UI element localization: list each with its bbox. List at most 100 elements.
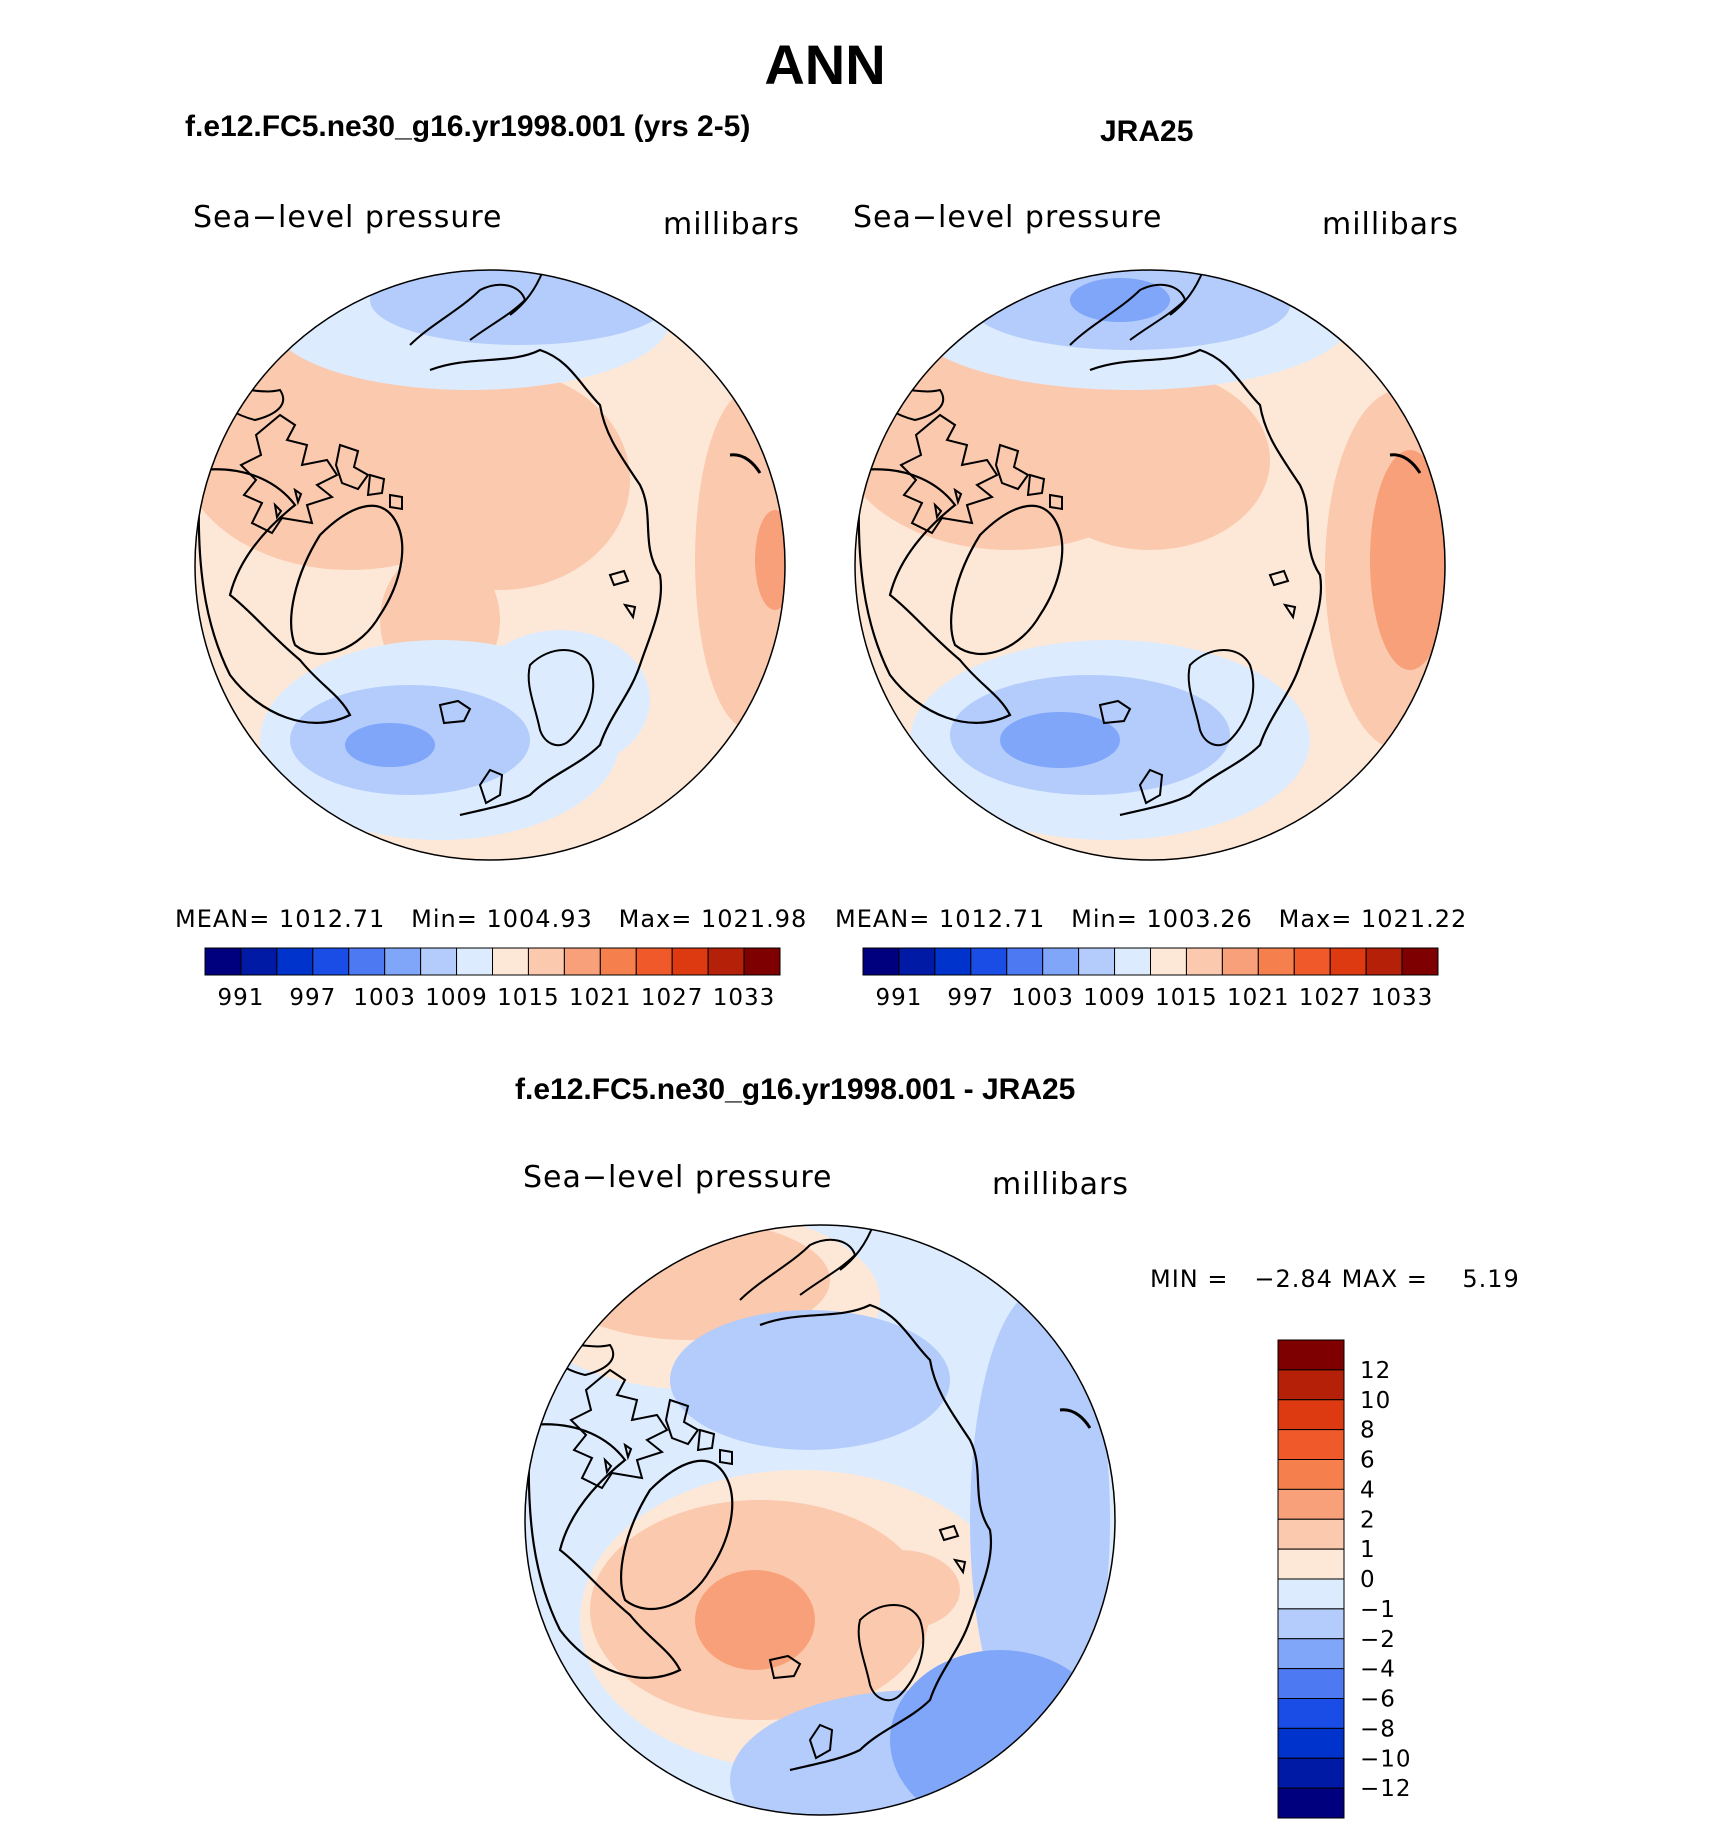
diff-colorbar-tick-label: −10 [1360, 1746, 1412, 1772]
obs-stats: MEAN= 1012.71 Min= 1003.26 Max= 1021.22 [835, 905, 1467, 933]
model-colorbar-tick-label: 1027 [641, 985, 704, 1011]
model-colorbar-tick-label: 991 [217, 985, 264, 1011]
diff-max-value: 5.19 [1462, 1265, 1520, 1293]
diff-colorbar-tick-label: −4 [1360, 1657, 1396, 1683]
obs-colorbar: 991 997 1003 1009 1015 1021 1027 1033 [862, 947, 1439, 1011]
diff-colorbar-tick-label: 2 [1360, 1507, 1376, 1533]
diff-colorbar-swatch [1277, 1339, 1345, 1371]
diff-colorbar-tick-label: 10 [1360, 1388, 1391, 1414]
model-variable-label: Sea−level pressure [193, 200, 503, 235]
model-colorbar-tick-label: 1033 [713, 985, 776, 1011]
diff-colorbar-tick-label: 12 [1360, 1358, 1391, 1384]
model-colorbar-tick-label: 1009 [425, 985, 488, 1011]
obs-colorbar-swatch [898, 947, 936, 976]
obs-colorbar-swatch [970, 947, 1008, 976]
obs-variable-label: Sea−level pressure [853, 200, 1163, 235]
diff-colorbar-swatch [1277, 1429, 1345, 1460]
model-colorbar-swatch [420, 947, 458, 976]
diff-colorbar-tick-label: 1 [1360, 1537, 1376, 1563]
model-max-value: 1021.98 [701, 905, 808, 933]
model-colorbar-swatch [527, 947, 565, 976]
obs-colorbar-tick-label: 1003 [1011, 985, 1074, 1011]
obs-min-label: Min= [1071, 905, 1138, 933]
diff-colorbar-tick-label: −1 [1360, 1597, 1396, 1623]
model-colorbar-swatch [312, 947, 350, 976]
obs-panel-heading: JRA25 [1100, 115, 1194, 148]
diff-colorbar-swatch [1277, 1608, 1345, 1640]
obs-colorbar-swatch [862, 947, 900, 976]
diff-colorbar-swatch [1277, 1787, 1345, 1819]
obs-colorbar-swatch [1365, 947, 1403, 976]
model-colorbar-swatch [635, 947, 673, 976]
diff-stats: MIN = −2.84 MAX = 5.19 [1150, 1265, 1520, 1293]
obs-colorbar-tick-label: 1027 [1299, 985, 1362, 1011]
diff-min-value: −2.84 [1254, 1265, 1333, 1293]
model-colorbar-tick-label: 1003 [353, 985, 416, 1011]
model-colorbar: 991 997 1003 1009 1015 1021 1027 1033 [204, 947, 781, 1011]
diff-colorbar-swatch [1277, 1638, 1345, 1670]
obs-colorbar-swatch [1329, 947, 1367, 976]
diff-colorbar-swatch [1277, 1518, 1345, 1550]
model-min-value: 1004.93 [486, 905, 593, 933]
model-colorbar-swatch [348, 947, 386, 976]
diff-colorbar-tick-label: −8 [1360, 1716, 1396, 1742]
diff-map [524, 1224, 1116, 1816]
diff-max-label: MAX = [1341, 1265, 1428, 1293]
diff-colorbar-swatch [1277, 1548, 1345, 1580]
diff-colorbar-swatch [1277, 1698, 1345, 1729]
obs-colorbar-swatch [1006, 947, 1044, 976]
obs-colorbar-tick-label: 991 [875, 985, 922, 1011]
model-colorbar-swatch [240, 947, 278, 976]
obs-colorbar-swatch [1150, 947, 1187, 976]
model-min-label: Min= [411, 905, 478, 933]
obs-map [854, 269, 1446, 861]
obs-colorbar-tick-label: 1033 [1371, 985, 1434, 1011]
model-mean-value: 1012.71 [279, 905, 386, 933]
obs-colorbar-tick-label: 1015 [1155, 985, 1218, 1011]
obs-units-label: millibars [1322, 207, 1459, 242]
model-colorbar-tick-label: 1021 [569, 985, 632, 1011]
diff-min-label: MIN = [1150, 1265, 1229, 1293]
diff-colorbar-tick-label: 4 [1360, 1477, 1376, 1503]
model-colorbar-swatch [456, 947, 493, 976]
obs-colorbar-swatch [1042, 947, 1080, 976]
model-units-label: millibars [663, 207, 800, 242]
model-max-label: Max= [618, 905, 693, 933]
model-colorbar-swatch [204, 947, 242, 976]
diff-variable-label: Sea−level pressure [523, 1160, 833, 1195]
model-colorbar-swatch [492, 947, 529, 976]
diff-units-label: millibars [992, 1167, 1129, 1202]
model-map [194, 269, 786, 861]
figure-title: ANN [764, 33, 886, 96]
model-colorbar-tick-label: 997 [289, 985, 336, 1011]
model-mean-label: MEAN= [175, 905, 271, 933]
obs-colorbar-tick-label: 1009 [1083, 985, 1146, 1011]
obs-colorbar-tick-label: 997 [947, 985, 994, 1011]
obs-colorbar-swatch [1293, 947, 1331, 976]
obs-colorbar-swatch [1078, 947, 1116, 976]
diff-colorbar-swatch [1277, 1668, 1345, 1699]
diff-colorbar-swatch [1277, 1459, 1345, 1490]
diff-colorbar-tick-label: −12 [1360, 1776, 1412, 1802]
diff-panel-heading: f.e12.FC5.ne30_g16.yr1998.001 - JRA25 [515, 1073, 1076, 1106]
model-colorbar-swatch [384, 947, 422, 976]
obs-max-label: Max= [1278, 905, 1353, 933]
obs-colorbar-swatch [1221, 947, 1259, 976]
diff-colorbar-swatch [1277, 1757, 1345, 1789]
diff-colorbar-tick-label: 0 [1360, 1567, 1376, 1593]
diff-colorbar-swatch [1277, 1399, 1345, 1431]
obs-mean-label: MEAN= [835, 905, 931, 933]
obs-colorbar-swatch [1114, 947, 1151, 976]
model-stats: MEAN= 1012.71 Min= 1004.93 Max= 1021.98 [175, 905, 807, 933]
diff-colorbar-tick-label: −2 [1360, 1627, 1396, 1653]
model-colorbar-tick-label: 1015 [497, 985, 560, 1011]
diff-colorbar-swatch [1277, 1369, 1345, 1401]
obs-colorbar-tick-label: 1021 [1227, 985, 1290, 1011]
diff-colorbar-swatch [1277, 1578, 1345, 1610]
diff-colorbar-tick-label: 6 [1360, 1448, 1376, 1474]
obs-colorbar-swatch [1257, 947, 1295, 976]
model-colorbar-swatch [563, 947, 601, 976]
model-colorbar-swatch [743, 947, 781, 976]
